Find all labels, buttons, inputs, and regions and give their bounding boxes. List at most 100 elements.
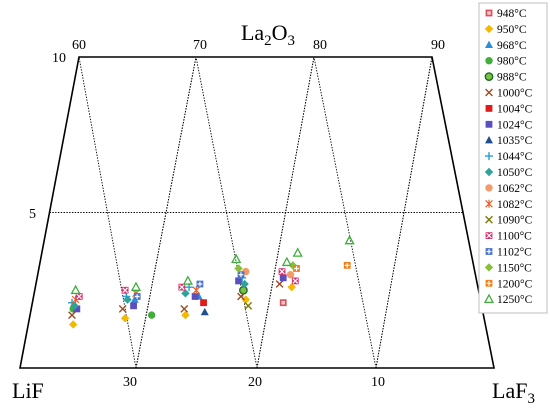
data-point bbox=[178, 283, 186, 291]
data-point bbox=[292, 247, 303, 257]
tick-label-bottom: 30 bbox=[123, 375, 137, 390]
tick-label-top: 90 bbox=[431, 38, 445, 53]
data-point bbox=[181, 310, 190, 320]
legend-label: 950°C bbox=[497, 24, 527, 36]
legend-marker bbox=[485, 215, 493, 224]
grid-line-diag bbox=[135, 56, 197, 369]
legend-label: 1000°C bbox=[497, 88, 533, 100]
data-point bbox=[200, 307, 209, 316]
legend-label: 1004°C bbox=[497, 103, 533, 115]
grid-line-diag bbox=[195, 56, 258, 369]
corner-label-top-sub: 2 bbox=[264, 33, 272, 49]
legend-label: 980°C bbox=[497, 56, 527, 68]
data-point bbox=[286, 271, 295, 279]
data-point bbox=[235, 277, 242, 285]
grid-line-diag bbox=[256, 56, 315, 369]
data-point bbox=[133, 293, 141, 300]
tick-labels: 60 70 80 90 30 20 10 10 5 bbox=[29, 38, 445, 390]
legend-marker bbox=[485, 120, 493, 128]
legend-marker bbox=[485, 88, 493, 97]
data-point bbox=[121, 286, 129, 294]
data-point bbox=[279, 274, 287, 282]
legend-marker bbox=[484, 24, 494, 34]
legend-label: 948°C bbox=[497, 8, 527, 20]
data-point bbox=[240, 279, 249, 289]
data-point bbox=[75, 293, 83, 300]
legend-marker bbox=[483, 293, 495, 304]
legend-marker bbox=[485, 136, 493, 144]
legend-label: 1100°C bbox=[497, 231, 532, 243]
data-point bbox=[118, 305, 127, 313]
data-point bbox=[70, 284, 81, 295]
data-point bbox=[130, 281, 142, 291]
data-point bbox=[293, 265, 300, 272]
legend-marker bbox=[485, 40, 493, 48]
legend-label: 1250°C bbox=[497, 294, 533, 306]
legend-label: 968°C bbox=[497, 40, 527, 52]
tick-label-top: 70 bbox=[193, 38, 207, 53]
legend-marker bbox=[484, 263, 494, 272]
legend-marker bbox=[485, 232, 493, 239]
data-point bbox=[275, 280, 284, 288]
legend-label: 1102°C bbox=[497, 247, 532, 259]
legend-marker bbox=[485, 184, 493, 192]
data-point bbox=[182, 275, 193, 285]
corner-label-right: LaF3 bbox=[492, 378, 535, 407]
corner-label-top: La2O3 bbox=[241, 20, 295, 49]
ternary-grid bbox=[19, 56, 495, 369]
legend-label: 1062°C bbox=[497, 183, 533, 195]
data-points bbox=[68, 234, 355, 329]
data-point bbox=[130, 302, 137, 310]
data-point bbox=[241, 295, 251, 304]
corner-label-left: LiF bbox=[12, 378, 44, 403]
data-point bbox=[287, 282, 296, 292]
data-point bbox=[147, 311, 156, 319]
tick-label-left: 5 bbox=[29, 207, 36, 222]
legend-marker bbox=[484, 72, 494, 82]
data-point bbox=[237, 271, 245, 279]
data-point bbox=[244, 301, 253, 310]
tick-label-bottom: 20 bbox=[248, 375, 262, 390]
tick-label-left: 10 bbox=[52, 51, 66, 66]
legend-label: 1050°C bbox=[497, 167, 533, 179]
grid-line-diag bbox=[313, 56, 377, 369]
legend-label: 1150°C bbox=[497, 262, 532, 274]
legend-label: 1024°C bbox=[497, 119, 533, 131]
tick-label-top: 80 bbox=[313, 38, 327, 53]
legend-marker bbox=[485, 9, 493, 17]
legend-marker bbox=[484, 167, 494, 177]
data-point bbox=[196, 280, 204, 288]
data-point bbox=[180, 305, 189, 313]
data-point bbox=[120, 314, 130, 323]
data-point bbox=[278, 268, 286, 275]
legend-marker bbox=[485, 57, 493, 65]
legend-label: 1082°C bbox=[497, 199, 533, 211]
legend-frame bbox=[478, 2, 548, 314]
data-point bbox=[238, 285, 248, 295]
tick-label-bottom: 10 bbox=[371, 375, 385, 390]
data-point bbox=[279, 299, 287, 307]
data-point bbox=[281, 256, 292, 267]
data-point bbox=[200, 299, 207, 307]
corner-label-right-sub: 3 bbox=[527, 391, 535, 407]
data-point bbox=[181, 289, 190, 298]
tick-label-top: 60 bbox=[72, 38, 86, 53]
data-point bbox=[291, 277, 299, 285]
data-point bbox=[123, 295, 132, 304]
legend-label: 988°C bbox=[497, 72, 527, 84]
trapezoid-frame bbox=[19, 56, 495, 369]
legend-label: 1044°C bbox=[497, 151, 533, 163]
legend-label: 1200°C bbox=[497, 278, 533, 290]
grid-line-diag bbox=[78, 56, 137, 369]
legend-marker bbox=[485, 105, 493, 112]
corner-label-top-tail: O bbox=[272, 20, 288, 45]
legend-marker bbox=[485, 248, 493, 255]
legend: 948°C 950°C 968°C 980°C 988°C 1000°C 1004°C 102… bbox=[483, 8, 533, 306]
data-point bbox=[343, 261, 351, 269]
legend-marker bbox=[485, 152, 493, 161]
legend-marker bbox=[485, 279, 493, 287]
corner-label-top-sub2: 3 bbox=[288, 33, 296, 49]
data-point bbox=[344, 234, 355, 245]
legend-marker bbox=[485, 199, 493, 208]
